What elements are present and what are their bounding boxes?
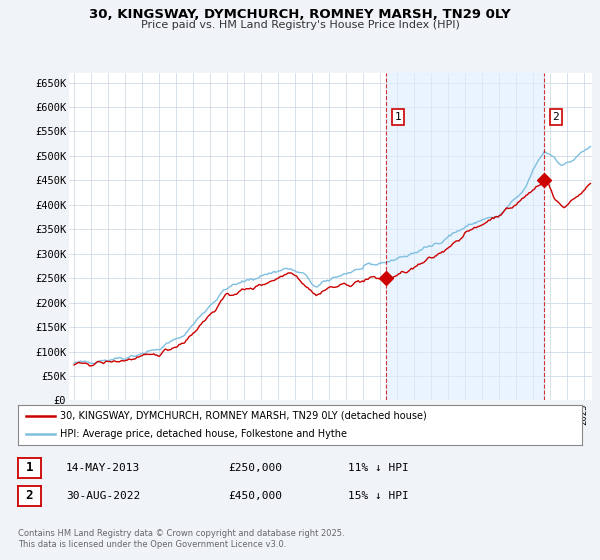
Text: 11% ↓ HPI: 11% ↓ HPI xyxy=(348,463,409,473)
Text: 1: 1 xyxy=(395,112,401,122)
Text: 30, KINGSWAY, DYMCHURCH, ROMNEY MARSH, TN29 0LY (detached house): 30, KINGSWAY, DYMCHURCH, ROMNEY MARSH, T… xyxy=(60,411,427,421)
Text: 30, KINGSWAY, DYMCHURCH, ROMNEY MARSH, TN29 0LY: 30, KINGSWAY, DYMCHURCH, ROMNEY MARSH, T… xyxy=(89,8,511,21)
Bar xyxy=(386,73,544,400)
Text: HPI: Average price, detached house, Folkestone and Hythe: HPI: Average price, detached house, Folk… xyxy=(60,430,347,439)
Point xyxy=(539,176,549,185)
Text: 2: 2 xyxy=(26,489,33,502)
Text: 14-MAY-2013: 14-MAY-2013 xyxy=(66,463,140,473)
Text: 15% ↓ HPI: 15% ↓ HPI xyxy=(348,491,409,501)
Text: £250,000: £250,000 xyxy=(228,463,282,473)
Point xyxy=(382,274,391,283)
Text: 30-AUG-2022: 30-AUG-2022 xyxy=(66,491,140,501)
Text: Price paid vs. HM Land Registry's House Price Index (HPI): Price paid vs. HM Land Registry's House … xyxy=(140,20,460,30)
Text: 1: 1 xyxy=(26,461,33,474)
Text: £450,000: £450,000 xyxy=(228,491,282,501)
Text: 2: 2 xyxy=(553,112,559,122)
Text: Contains HM Land Registry data © Crown copyright and database right 2025.
This d: Contains HM Land Registry data © Crown c… xyxy=(18,529,344,549)
